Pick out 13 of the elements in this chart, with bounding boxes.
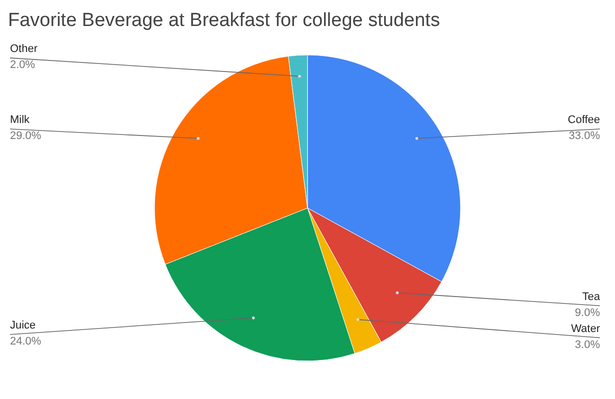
slice-label: Milk [10,114,30,126]
slice-label: Juice [10,320,36,332]
slice-label: Coffee [568,114,600,126]
slice-label: Tea [582,290,601,303]
data-label: 2.0% [10,58,36,71]
slice-label: Other [10,42,38,55]
data-label: 3.0% [574,338,600,351]
chart-title: Favorite Beverage at Breakfast for college students [8,10,440,31]
data-label: 9.0% [574,306,600,319]
data-label: 24.0% [10,336,42,348]
data-label: 29.0% [10,130,42,142]
slice-label: Water [571,322,600,335]
data-label: 33.0% [568,130,600,142]
